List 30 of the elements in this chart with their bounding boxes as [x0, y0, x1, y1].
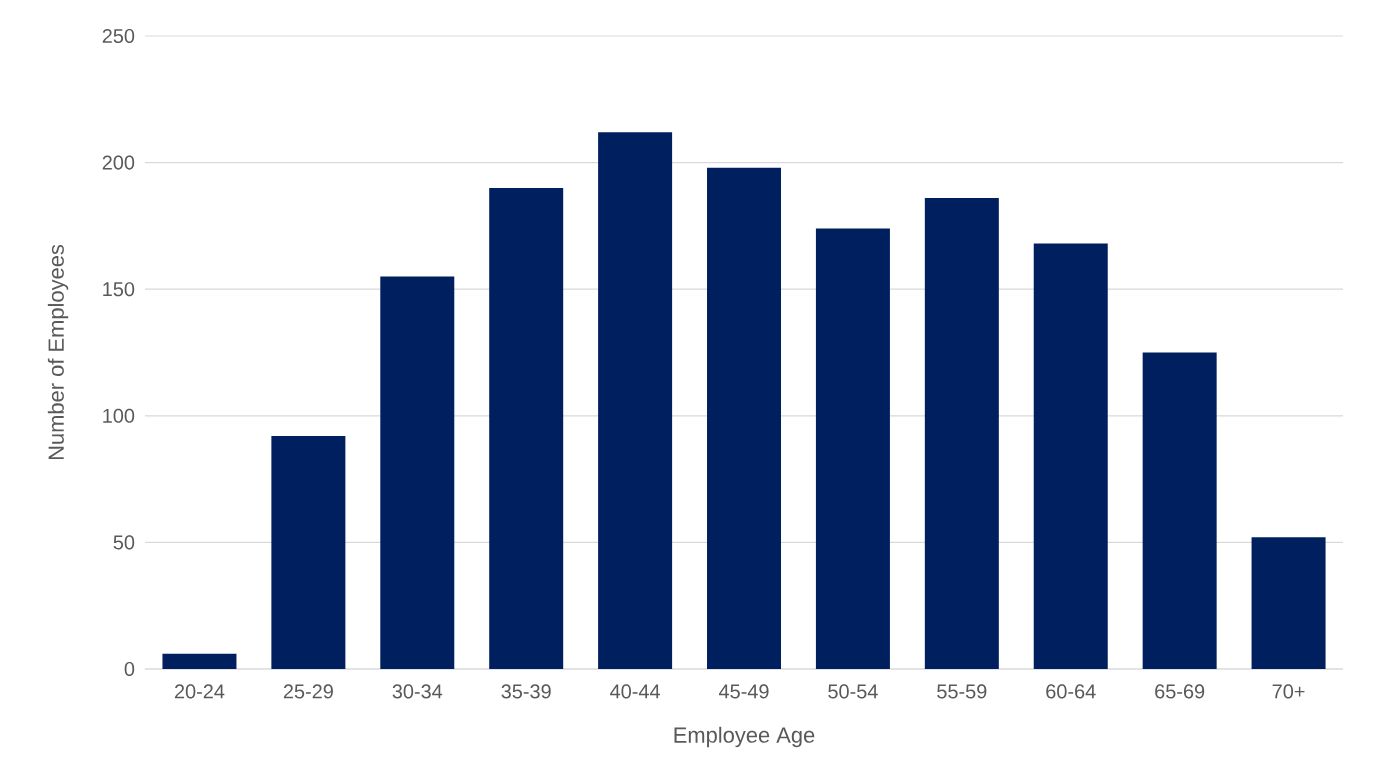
bar — [815, 228, 890, 669]
y-tick-label: 200 — [102, 155, 135, 170]
x-tick-label: 60-64 — [1046, 684, 1096, 699]
x-tick-label: 65-69 — [1155, 684, 1205, 699]
x-tick-label: 55-59 — [937, 684, 987, 699]
x-tick-label: 35-39 — [501, 684, 551, 699]
x-tick-label: 45-49 — [718, 684, 769, 699]
bar — [924, 198, 999, 669]
bar — [489, 187, 564, 669]
bar — [380, 276, 455, 669]
bar — [598, 132, 673, 669]
bar — [1033, 243, 1108, 669]
x-tick-label: 70+ — [1272, 684, 1305, 699]
x-tick-label: 50-54 — [828, 684, 878, 699]
y-tick-label: 50 — [113, 535, 135, 550]
x-axis-title: Employee Age — [674, 726, 815, 748]
y-tick-label: 150 — [103, 282, 135, 297]
y-tick-label: 100 — [103, 408, 135, 423]
y-axis-title: Number of Employees — [47, 244, 69, 460]
x-tick-label: 25-29 — [283, 684, 333, 699]
bar — [271, 436, 346, 669]
y-tick-label: 0 — [124, 661, 135, 677]
x-tick-label: 20-24 — [174, 684, 225, 699]
bar — [1142, 352, 1217, 669]
bar — [1251, 537, 1326, 669]
bar — [162, 653, 237, 669]
y-tick-label: 250 — [102, 28, 135, 44]
x-tick-label: 40-44 — [610, 684, 660, 699]
x-tick-label: 30-34 — [392, 684, 443, 699]
bar — [707, 167, 782, 669]
